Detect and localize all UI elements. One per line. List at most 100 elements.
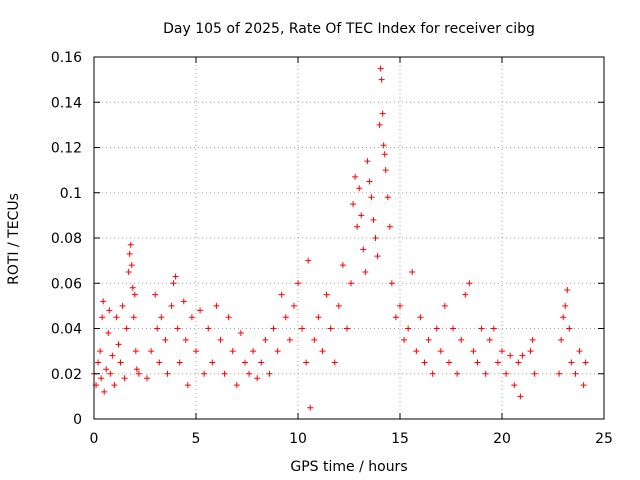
data-point <box>433 325 440 332</box>
data-point <box>470 348 477 355</box>
data-point <box>168 302 175 309</box>
data-point <box>503 370 510 377</box>
data-point <box>558 336 565 343</box>
data-point <box>515 359 522 366</box>
data-point <box>135 370 142 377</box>
data-point <box>131 291 138 298</box>
data-point <box>562 302 569 309</box>
data-point <box>184 382 191 389</box>
data-point <box>392 314 399 321</box>
data-point <box>568 359 575 366</box>
data-point <box>144 375 151 382</box>
data-point <box>99 314 106 321</box>
data-point <box>582 359 589 366</box>
data-point <box>299 325 306 332</box>
data-point <box>413 348 420 355</box>
data-point <box>270 325 277 332</box>
data-point <box>119 302 126 309</box>
data-point <box>295 280 301 287</box>
data-point <box>519 352 526 359</box>
data-point <box>445 359 452 366</box>
data-point <box>381 151 388 158</box>
data-point <box>311 336 318 343</box>
data-point <box>117 359 124 366</box>
data-point <box>176 359 183 366</box>
data-point <box>511 382 518 389</box>
y-tick-label: 0.02 <box>51 367 82 383</box>
x-tick-label: 5 <box>192 431 201 447</box>
data-point <box>376 121 383 128</box>
data-point <box>307 404 314 411</box>
data-point <box>450 325 457 332</box>
data-point <box>350 201 357 208</box>
x-tick-label: 25 <box>595 431 613 447</box>
data-point <box>564 287 571 294</box>
data-point <box>409 268 416 275</box>
data-point <box>348 280 355 287</box>
data-point <box>221 370 228 377</box>
data-point <box>250 348 257 355</box>
data-point <box>182 336 189 343</box>
data-point <box>152 291 159 298</box>
data-point <box>315 314 322 321</box>
data-point <box>331 359 338 366</box>
data-point <box>382 167 389 174</box>
data-point <box>576 348 583 355</box>
data-point <box>130 314 137 321</box>
data-point <box>133 366 140 373</box>
data-point <box>478 325 485 332</box>
x-axis-label: GPS time / hours <box>290 459 407 475</box>
x-tick-label: 20 <box>493 431 511 447</box>
data-point <box>429 370 436 377</box>
data-point <box>388 280 395 287</box>
data-point <box>441 302 448 309</box>
data-point <box>132 348 139 355</box>
data-point <box>368 194 375 201</box>
data-point <box>107 370 114 377</box>
data-point <box>339 262 346 269</box>
data-point <box>384 194 391 201</box>
data-point <box>225 314 232 321</box>
data-point <box>572 370 579 377</box>
data-point <box>128 262 135 269</box>
data-point <box>111 382 118 389</box>
data-point <box>356 185 363 192</box>
data-point <box>466 280 473 287</box>
y-axis-label: ROTI / TECUs <box>6 193 22 285</box>
data-point <box>123 325 130 332</box>
data-point <box>100 298 107 305</box>
data-point <box>106 307 113 314</box>
data-point <box>458 336 465 343</box>
data-point <box>105 330 112 337</box>
data-point <box>499 348 505 355</box>
y-tick-label: 0.04 <box>51 322 82 338</box>
data-point <box>262 336 269 343</box>
data-point <box>188 314 195 321</box>
data-point <box>379 110 386 117</box>
grid-lines <box>94 57 604 419</box>
data-point <box>560 314 567 321</box>
data-point <box>217 336 224 343</box>
data-point <box>101 388 108 395</box>
data-points <box>91 65 589 411</box>
data-point <box>397 302 403 309</box>
y-tick-label: 0.12 <box>51 141 82 157</box>
data-point <box>462 291 469 298</box>
data-point <box>364 158 371 165</box>
data-point <box>358 212 365 219</box>
data-point <box>425 336 432 343</box>
data-point <box>362 268 369 275</box>
data-point <box>303 359 310 366</box>
x-tick-label: 10 <box>289 431 307 447</box>
data-point <box>205 325 212 332</box>
data-point <box>437 348 444 355</box>
data-point <box>421 359 428 366</box>
data-point <box>233 382 240 389</box>
data-point <box>405 325 412 332</box>
data-point <box>201 370 208 377</box>
data-point <box>229 348 236 355</box>
y-tick-label: 0 <box>73 412 82 428</box>
data-point <box>494 359 501 366</box>
x-tick-label: 15 <box>391 431 409 447</box>
data-point <box>174 325 181 332</box>
